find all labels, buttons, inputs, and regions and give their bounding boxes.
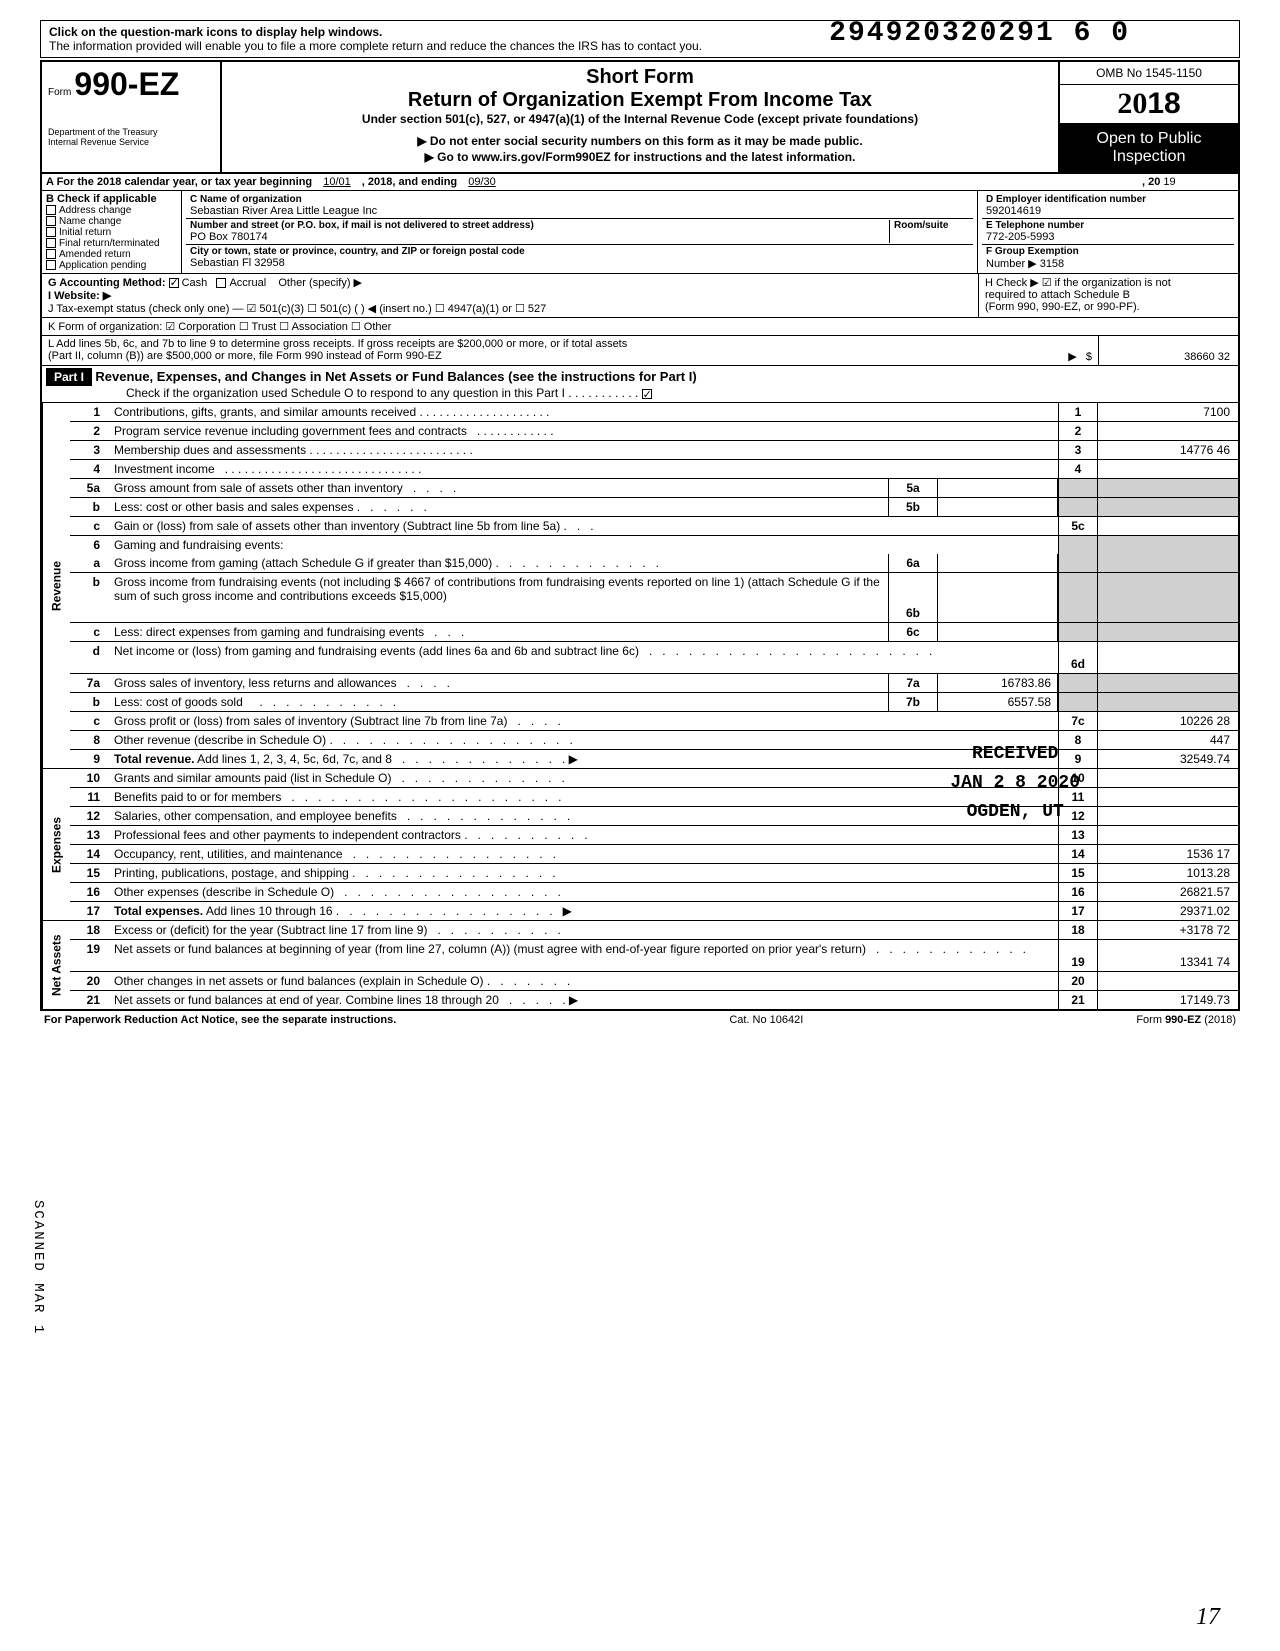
line16-val: 26821.57 [1098, 883, 1238, 901]
checkbox-cash[interactable] [169, 278, 179, 288]
line18-val: +3178 72 [1098, 921, 1238, 939]
form-header: Form 990-EZ Department of the Treasury I… [42, 62, 1238, 174]
open-inspection: Open to Public Inspection [1060, 124, 1238, 172]
line-j: J Tax-exempt status (check only one) — ☑… [48, 302, 972, 315]
stamp-number: 294920320291 6 0 [829, 18, 1130, 49]
received-stamp: RECEIVED JAN 2 8 2020 OGDEN, UT [950, 740, 1080, 826]
checkbox-final-return[interactable] [46, 238, 56, 248]
website-note: ▶ Go to www.irs.gov/Form990EZ for instru… [230, 150, 1050, 164]
net-assets-section: Net Assets 18Excess or (deficit) for the… [42, 921, 1238, 1009]
tax-year: 20201818 [1060, 85, 1238, 124]
header-mid: Short Form Return of Organization Exempt… [222, 62, 1058, 172]
form-footer: For Paperwork Reduction Act Notice, see … [40, 1011, 1240, 1029]
checkbox-name-change[interactable] [46, 216, 56, 226]
line7b-val: 6557.58 [938, 693, 1058, 711]
line-l: L Add lines 5b, 6c, and 7b to line 9 to … [42, 336, 1238, 366]
line19-val: 13341 74 [1098, 940, 1238, 971]
line9-val: 32549.74 [1098, 750, 1238, 768]
checkbox-address-change[interactable] [46, 205, 56, 215]
ssn-note: ▶ Do not enter social security numbers o… [230, 134, 1050, 148]
revenue-label: Revenue [42, 403, 70, 768]
line14-val: 1536 17 [1098, 845, 1238, 863]
section-b: B Check if applicable Address change Nam… [42, 191, 182, 273]
part1-header: Part I Revenue, Expenses, and Changes in… [42, 366, 1238, 403]
lines-ghi: G Accounting Method: Cash Accrual Other … [42, 274, 1238, 318]
ein: 592014619 [986, 205, 1230, 217]
line7a-val: 16783.86 [938, 674, 1058, 692]
line15-val: 1013.28 [1098, 864, 1238, 882]
short-form-label: Short Form [230, 66, 1050, 89]
checkbox-amended-return[interactable] [46, 249, 56, 259]
expenses-label: Expenses [42, 769, 70, 920]
dept-irs: Internal Revenue Service [48, 137, 214, 147]
org-info-block: B Check if applicable Address change Nam… [42, 191, 1238, 274]
form-prefix: Form [48, 87, 71, 98]
omb-number: OMB No 1545-1150 [1060, 62, 1238, 85]
line8-val: 447 [1098, 731, 1238, 749]
form-990ez: Form 990-EZ Department of the Treasury I… [40, 60, 1240, 1011]
section-de: D Employer identification number 5920146… [978, 191, 1238, 273]
dept-treasury: Department of the Treasury [48, 127, 214, 137]
form-subtitle: Under section 501(c), 527, or 4947(a)(1)… [230, 112, 1050, 126]
checkbox-schedule-o[interactable] [642, 389, 652, 399]
line17-val: 29371.02 [1098, 902, 1238, 920]
line1-val: 7100 [1098, 403, 1238, 421]
form-title: Return of Organization Exempt From Incom… [230, 89, 1050, 112]
header-right: OMB No 1545-1150 20201818 Open to Public… [1058, 62, 1238, 172]
line21-val: 17149.73 [1098, 991, 1238, 1009]
net-assets-label: Net Assets [42, 921, 70, 1009]
form-number: 990-EZ [74, 66, 179, 102]
revenue-section: Revenue 1Contributions, gifts, grants, a… [42, 403, 1238, 769]
line-i-website: I Website: ▶ [48, 289, 972, 302]
tax-year-end: 09/30 [460, 176, 504, 188]
tax-year-begin: 10/01 [315, 176, 359, 188]
org-name: Sebastian River Area Little League Inc [190, 205, 969, 217]
telephone: 772-205-5993 [986, 231, 1230, 243]
section-c: C Name of organization Sebastian River A… [182, 191, 978, 273]
header-left: Form 990-EZ Department of the Treasury I… [42, 62, 222, 172]
org-city: Sebastian Fl 32958 [190, 257, 969, 269]
org-address: PO Box 780174 [190, 231, 889, 243]
checkbox-accrual[interactable] [216, 278, 226, 288]
line-a: A For the 2018 calendar year, or tax yea… [42, 174, 1238, 191]
line-h: H Check ▶ ☑ if the organization is not r… [978, 274, 1238, 317]
page-number: 17 [1196, 1604, 1220, 1631]
gross-receipts: 38660 32 [1098, 336, 1238, 365]
checkbox-initial-return[interactable] [46, 227, 56, 237]
line3-val: 14776 46 [1098, 441, 1238, 459]
line7c-val: 10226 28 [1098, 712, 1238, 730]
scanned-stamp: SCANNED MAR 1 [30, 1200, 46, 1335]
checkbox-application-pending[interactable] [46, 260, 56, 270]
group-exemption: Number ▶ 3158 [986, 257, 1230, 270]
line-k: K Form of organization: ☑ Corporation ☐ … [42, 318, 1238, 336]
